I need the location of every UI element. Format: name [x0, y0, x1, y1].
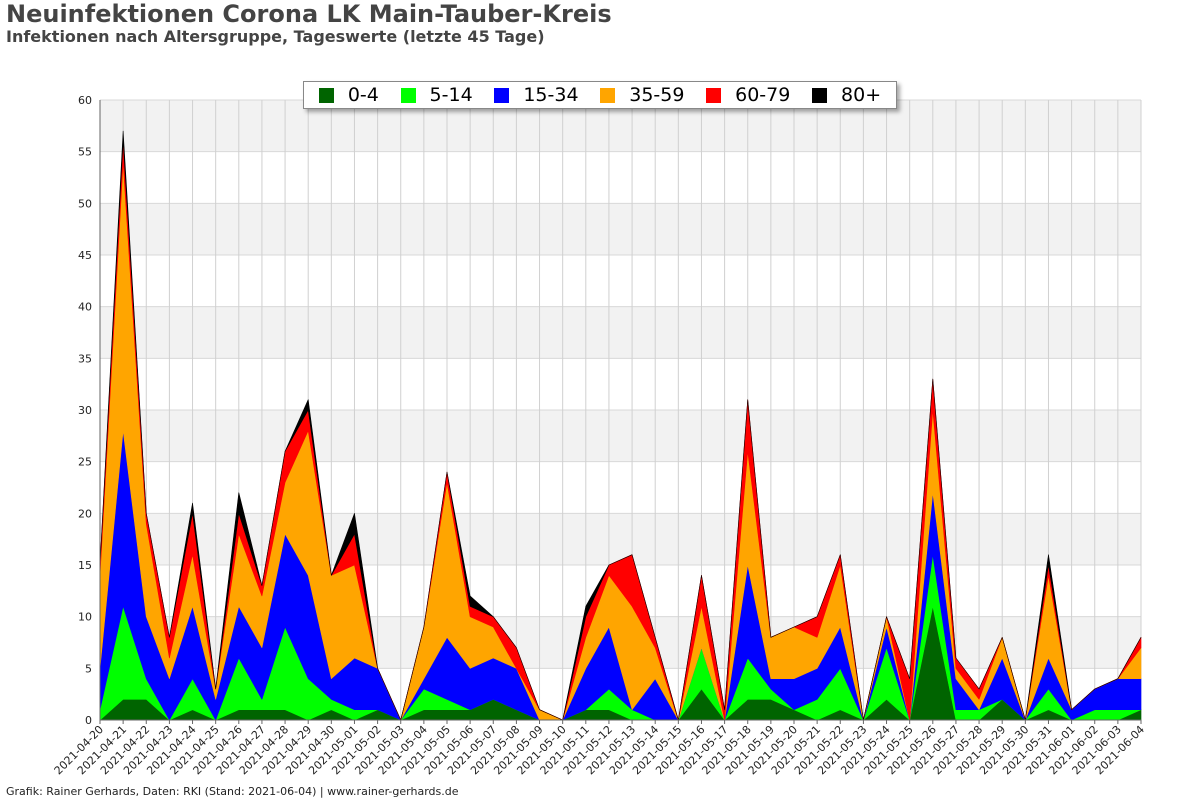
y-tick-label: 35: [78, 352, 92, 365]
legend-swatch: [706, 87, 722, 103]
y-tick-label: 5: [85, 662, 92, 675]
y-tick-label: 0: [85, 714, 92, 727]
background-band: [100, 255, 1141, 307]
legend-item: 5-14: [400, 84, 473, 106]
background-band: [100, 203, 1141, 255]
background-band: [100, 410, 1141, 462]
legend-label: 5-14: [429, 84, 473, 106]
legend-label: 15-34: [523, 84, 579, 106]
legend-label: 35-59: [629, 84, 685, 106]
legend-swatch: [400, 87, 416, 103]
legend-swatch: [318, 87, 334, 103]
background-band: [100, 461, 1141, 514]
legend-item: 80+: [812, 84, 881, 106]
background-band: [100, 513, 1141, 565]
y-tick-label: 60: [78, 94, 92, 107]
y-tick-label: 20: [78, 507, 92, 520]
y-tick-label: 50: [78, 197, 92, 210]
legend-swatch: [812, 87, 828, 103]
legend-label: 0-4: [347, 84, 379, 106]
legend-swatch: [494, 87, 510, 103]
background-band: [100, 151, 1141, 204]
y-tick-label: 30: [78, 404, 92, 417]
chart-subtitle: Infektionen nach Altersgruppe, Tageswert…: [6, 27, 545, 46]
source-footer: Grafik: Rainer Gerhards, Daten: RKI (Sta…: [6, 785, 459, 798]
legend-item: 0-4: [318, 84, 379, 106]
y-tick-label: 10: [78, 611, 92, 624]
y-tick-label: 25: [78, 456, 92, 469]
y-tick-label: 45: [78, 249, 92, 262]
legend-item: 15-34: [494, 84, 579, 106]
y-tick-label: 15: [78, 559, 92, 572]
legend-label: 80+: [841, 84, 882, 106]
area-series-80+: [99, 130, 1142, 721]
legend-item: 35-59: [600, 84, 684, 106]
y-tick-label: 40: [78, 301, 92, 314]
background-band: [100, 358, 1141, 410]
legend-label: 60-79: [735, 84, 791, 106]
background-band: [100, 306, 1141, 359]
legend-item: 60-79: [706, 84, 790, 106]
chart-title: Neuinfektionen Corona LK Main-Tauber-Kre…: [6, 0, 612, 28]
y-tick-label: 55: [78, 146, 92, 159]
legend-swatch: [600, 87, 616, 103]
chart-legend: 0-4 5-14 15-34 35-59 60-79 80+: [303, 81, 897, 109]
